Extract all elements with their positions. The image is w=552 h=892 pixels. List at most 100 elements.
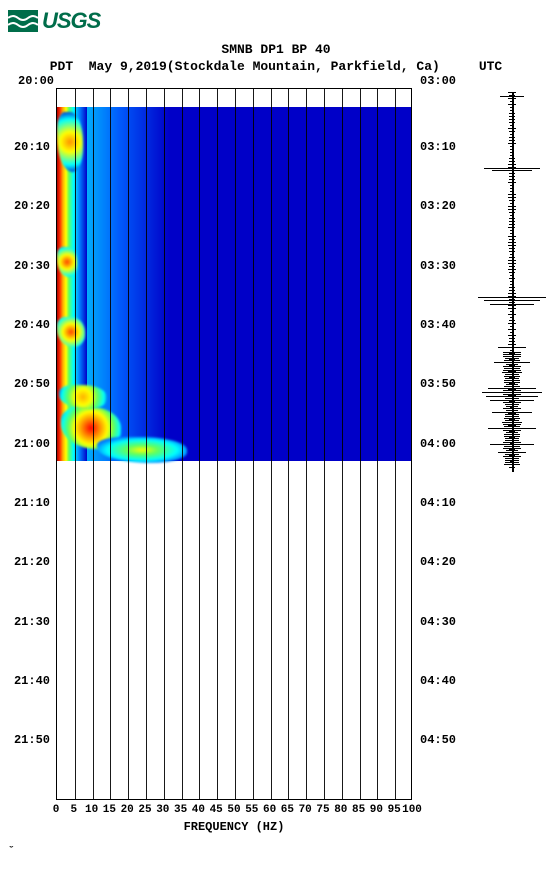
seismogram-dense [503,354,521,355]
seismogram-noise [508,182,516,183]
seismogram-noise [509,248,514,249]
gridline [306,89,307,799]
seismogram-noise [510,101,514,102]
seismogram-noise [510,110,515,111]
x-axis-label: FREQUENCY (HZ) [56,820,412,834]
seismogram-noise [510,407,515,408]
seismogram-noise [508,227,515,228]
x-tick: 30 [156,804,169,816]
x-tick: 5 [70,804,77,816]
x-tick: 15 [103,804,116,816]
seismogram-noise [509,467,514,468]
seismogram-noise [510,317,515,318]
gridline [128,89,129,799]
x-tick: 85 [352,804,365,816]
y-left-tick: 20:10 [8,140,50,154]
x-tick: 45 [210,804,223,816]
gridline [75,89,76,799]
seismogram-noise [508,344,516,345]
y-right-tick: 03:40 [420,318,466,332]
seismogram-dense [505,378,520,379]
gridline [271,89,272,799]
seismogram-noise [510,233,515,234]
seismogram-noise [509,341,515,342]
seismogram-noise [508,296,515,297]
title-line1: SMNB DP1 BP 40 [8,42,544,59]
seismogram-noise [508,308,515,309]
seismogram-noise [509,173,515,174]
y-right-tick: 04:50 [420,733,466,747]
seismogram-noise [510,152,514,153]
y-left-tick: 20:20 [8,199,50,213]
seismogram-noise [510,428,514,429]
seismogram-noise [510,281,514,282]
y-right-tick: 03:20 [420,199,466,213]
seismogram-noise [510,350,515,351]
seismogram-noise [510,443,515,444]
seismogram-noise [508,389,515,390]
seismogram-noise [509,299,515,300]
seismogram-noise [510,422,515,423]
x-tick: 60 [263,804,276,816]
seismogram-noise [508,371,515,372]
seismogram-noise [508,164,515,165]
spectrogram-plot: 20:00 03:00 20:1020:2020:3020:4020:5021:… [8,88,544,858]
seismogram-noise [510,332,515,333]
seismogram-dense [503,408,521,409]
seismogram-noise [509,401,515,402]
seismogram-noise [509,179,516,180]
seismogram-noise [509,446,514,447]
seismogram-noise [510,230,515,231]
seismogram-noise [509,224,515,225]
seismogram-dense [503,402,521,403]
seismogram-noise [508,206,515,207]
seismogram-noise [508,329,515,330]
seismogram-noise [509,113,516,114]
seismogram-dense [504,396,520,397]
seismogram-dense [504,360,520,361]
seismogram-noise [508,209,516,210]
x-tick: 100 [402,804,422,816]
gridline [342,89,343,799]
x-tick: 40 [192,804,205,816]
seismogram-noise [509,410,514,411]
gridline [110,89,111,799]
seismogram-noise [510,170,515,171]
seismogram-noise [509,392,516,393]
usgs-wave-icon [8,10,38,32]
seismogram-noise [509,419,514,420]
y-left-head: 20:00 [18,74,54,88]
seismogram-noise [509,338,514,339]
seismogram-burst [478,297,546,298]
seismogram-noise [510,185,514,186]
seismogram-noise [509,377,515,378]
seismogram-noise [510,203,514,204]
seismogram-dense [502,372,521,373]
seismogram-noise [509,239,515,240]
seismogram-noise [510,188,514,189]
seismogram-noise [508,236,516,237]
x-tick: 10 [85,804,98,816]
usgs-logo: USGS [8,8,544,34]
seismogram-noise [509,404,516,405]
seismogram-dense [503,366,520,367]
y-right-tick: 04:10 [420,496,466,510]
seismogram-dense [505,420,519,421]
y-left-tick: 20:50 [8,377,50,391]
x-tick: 25 [138,804,151,816]
y-left-tick: 21:00 [8,437,50,451]
seismogram-noise [509,131,514,132]
seismogram-noise [508,98,515,99]
seismogram-noise [509,116,515,117]
x-tick: 70 [299,804,312,816]
y-right-tick: 03:50 [420,377,466,391]
seismogram-burst [484,168,540,169]
seismogram-noise [509,362,514,363]
seismogram-noise [509,290,514,291]
seismogram-dense [505,414,519,415]
seismogram-noise [508,314,516,315]
x-tick: 20 [121,804,134,816]
seismogram-noise [509,452,515,453]
seismogram-dense [503,444,522,445]
seismogram-dense [505,462,519,463]
